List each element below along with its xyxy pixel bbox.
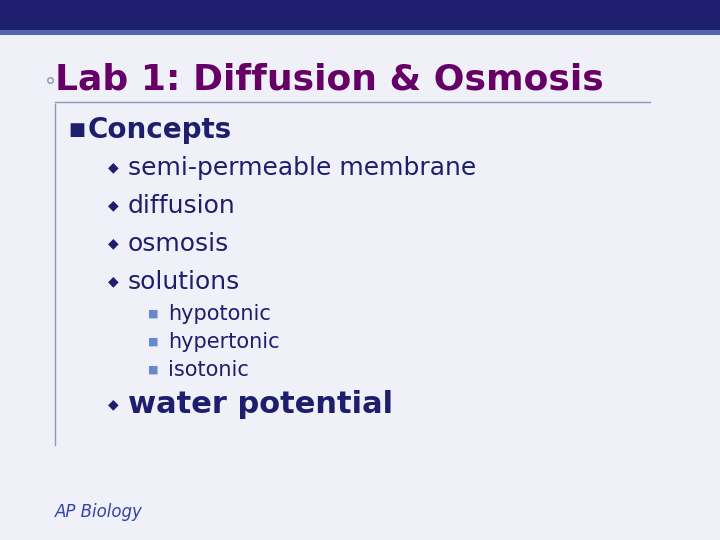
Text: diffusion: diffusion [128,194,235,218]
Text: ◆: ◆ [108,397,119,411]
Text: hypertonic: hypertonic [168,332,279,352]
Text: hypotonic: hypotonic [168,303,271,323]
Bar [0,0,720,30]
Bar [0,30,720,35]
Text: isotonic: isotonic [168,360,249,380]
Text: ◆: ◆ [108,275,119,289]
Text: ■: ■ [68,121,85,139]
Text: ◆: ◆ [108,237,119,251]
Text: ■: ■ [148,309,158,319]
Text: semi-permeable membrane: semi-permeable membrane [128,156,476,180]
Text: ■: ■ [148,337,158,347]
Text: Concepts: Concepts [88,116,233,144]
Text: ◆: ◆ [108,161,119,175]
Text: ■: ■ [148,364,158,375]
Text: osmosis: osmosis [128,232,229,256]
Text: ◆: ◆ [108,199,119,213]
Text: solutions: solutions [128,269,240,294]
Text: Lab 1: Diffusion & Osmosis: Lab 1: Diffusion & Osmosis [55,63,604,97]
Text: AP Biology: AP Biology [55,503,143,521]
Text: water potential: water potential [128,390,393,419]
